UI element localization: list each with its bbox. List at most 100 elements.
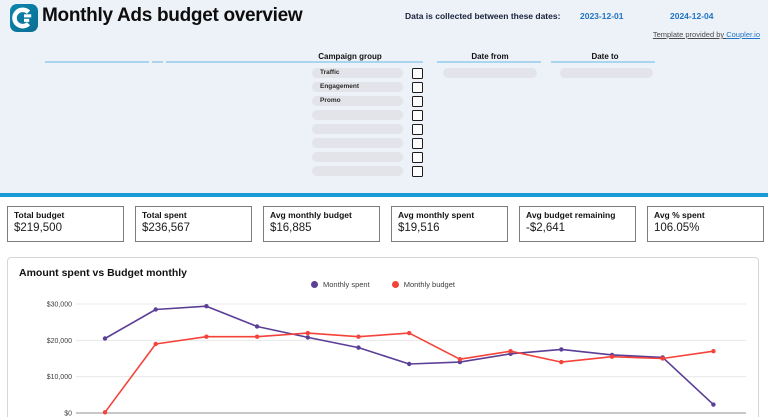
- chart-data-point: [407, 330, 412, 336]
- table-header-underline: [166, 61, 423, 63]
- line-chart: $0 $10,000 $20,000 $30,000: [47, 302, 746, 417]
- legend-item: Monthly budget: [391, 280, 455, 289]
- template-credit: Template provided by Coupler.io: [653, 30, 760, 39]
- chart-data-point: [153, 307, 158, 312]
- kpi-label: Avg monthly spent: [398, 210, 475, 220]
- chart-data-point: [407, 361, 412, 367]
- legend-dot-icon: [311, 281, 318, 288]
- campaign-checkbox[interactable]: [412, 68, 423, 79]
- chart-data-point: [204, 334, 209, 339]
- campaign-group-field[interactable]: [312, 124, 403, 134]
- campaign-checkbox[interactable]: [412, 110, 423, 121]
- chart-data-point: [305, 330, 310, 336]
- chart-series-line: [104, 305, 714, 406]
- date-from-field[interactable]: [443, 68, 537, 78]
- table-row: [0, 166, 768, 177]
- campaign-checkbox[interactable]: [412, 124, 423, 135]
- kpi-label: Total spent: [142, 210, 187, 220]
- kpi-card: Total spent $236,567: [135, 206, 252, 242]
- coupler-logo-icon: [10, 4, 38, 32]
- campaign-checkbox[interactable]: [412, 96, 423, 107]
- date-from-value[interactable]: 2023-12-01: [580, 11, 624, 21]
- campaign-group-field[interactable]: Promo: [312, 96, 403, 106]
- kpi-card: Total budget $219,500: [7, 206, 124, 242]
- header-section: Monthly Ads budget overview Data is coll…: [0, 0, 768, 193]
- chart-data-point: [457, 357, 463, 362]
- kpi-card: Avg monthly spent $19,516: [391, 206, 508, 242]
- campaign-group-field[interactable]: [312, 138, 403, 148]
- kpi-value: $236,567: [142, 222, 190, 234]
- kpi-value: $219,500: [14, 222, 62, 234]
- chart-data-point: [254, 324, 260, 329]
- dates-collected-label: Data is collected between these dates:: [405, 11, 561, 21]
- campaign-checkbox[interactable]: [412, 166, 423, 177]
- table-header-underline: [152, 61, 163, 63]
- page-title: Monthly Ads budget overview: [42, 5, 303, 26]
- kpi-label: Total budget: [14, 210, 65, 220]
- kpi-label: Avg budget remaining: [526, 210, 616, 220]
- kpi-value: $19,516: [398, 222, 440, 234]
- chart-data-point: [102, 410, 108, 415]
- coupler-link[interactable]: Coupler.io: [726, 30, 760, 39]
- chart-data-point: [609, 354, 615, 359]
- chart-data-point: [559, 347, 564, 352]
- table-header-underline: [437, 61, 541, 63]
- chart-data-point: [508, 349, 513, 354]
- legend-label: Monthly spent: [323, 280, 370, 289]
- table-row: Engagement: [0, 82, 768, 93]
- table-row: [0, 152, 768, 163]
- chart-data-point: [305, 335, 310, 340]
- table-row: Promo: [0, 96, 768, 107]
- chart-title: Amount spent vs Budget monthly: [19, 267, 187, 279]
- column-header-date-to: Date to: [591, 52, 619, 61]
- chart-data-point: [254, 334, 260, 339]
- campaign-checkbox[interactable]: [412, 152, 423, 163]
- campaign-checkbox[interactable]: [412, 82, 423, 93]
- y-axis-tick-label: $0: [64, 411, 72, 417]
- campaign-filter-rows: Traffic Engagement Promo: [0, 68, 768, 180]
- kpi-value: 106.05%: [654, 222, 700, 234]
- date-to-field[interactable]: [560, 68, 653, 78]
- kpi-row: Total budget $219,500 Total spent $236,567 A…: [7, 206, 764, 242]
- campaign-checkbox[interactable]: [412, 138, 423, 149]
- table-row: [0, 138, 768, 149]
- kpi-value: $16,885: [270, 222, 312, 234]
- campaign-group-field[interactable]: Traffic: [312, 68, 403, 78]
- y-axis-tick-label: $20,000: [47, 338, 72, 345]
- campaign-group-field[interactable]: [312, 152, 403, 162]
- table-header-underline: [551, 61, 655, 63]
- campaign-group-field[interactable]: [312, 166, 403, 176]
- kpi-card: Avg budget remaining -$2,641: [519, 206, 636, 242]
- legend-label: Monthly budget: [403, 280, 455, 289]
- chart-data-point: [153, 341, 158, 347]
- column-header-campaign-group: Campaign group: [318, 52, 382, 61]
- kpi-value: -$2,641: [526, 222, 566, 234]
- section-divider: [0, 193, 768, 197]
- chart-data-point: [711, 349, 716, 354]
- legend-dot-icon: [391, 281, 399, 288]
- chart-card: Amount spent vs Budget monthly Monthly s…: [7, 257, 759, 417]
- kpi-card: Avg % spent 106.05%: [647, 206, 764, 242]
- table-row: [0, 124, 768, 135]
- chart-legend: Monthly spent Monthly budget: [8, 280, 758, 289]
- kpi-label: Avg monthly budget: [270, 210, 352, 220]
- legend-item: Monthly spent: [311, 280, 370, 289]
- y-axis-tick-label: $30,000: [47, 302, 72, 309]
- column-header-date-from: Date from: [471, 52, 509, 61]
- template-credit-text: Template provided by: [652, 30, 727, 39]
- kpi-label: Avg % spent: [654, 210, 705, 220]
- chart-series-line: [104, 332, 714, 413]
- campaign-group-field[interactable]: [312, 110, 403, 120]
- kpi-card: Avg monthly budget $16,885: [263, 206, 380, 242]
- chart-data-point: [356, 334, 361, 339]
- table-row: Traffic: [0, 68, 768, 79]
- chart-data-point: [204, 304, 209, 309]
- chart-data-point: [356, 345, 361, 350]
- chart-data-point: [102, 336, 108, 341]
- chart-data-point: [711, 402, 716, 407]
- date-to-value[interactable]: 2024-12-04: [670, 11, 714, 21]
- chart-data-point: [559, 359, 564, 365]
- chart-data-point: [660, 356, 665, 361]
- campaign-group-field[interactable]: Engagement: [312, 82, 403, 92]
